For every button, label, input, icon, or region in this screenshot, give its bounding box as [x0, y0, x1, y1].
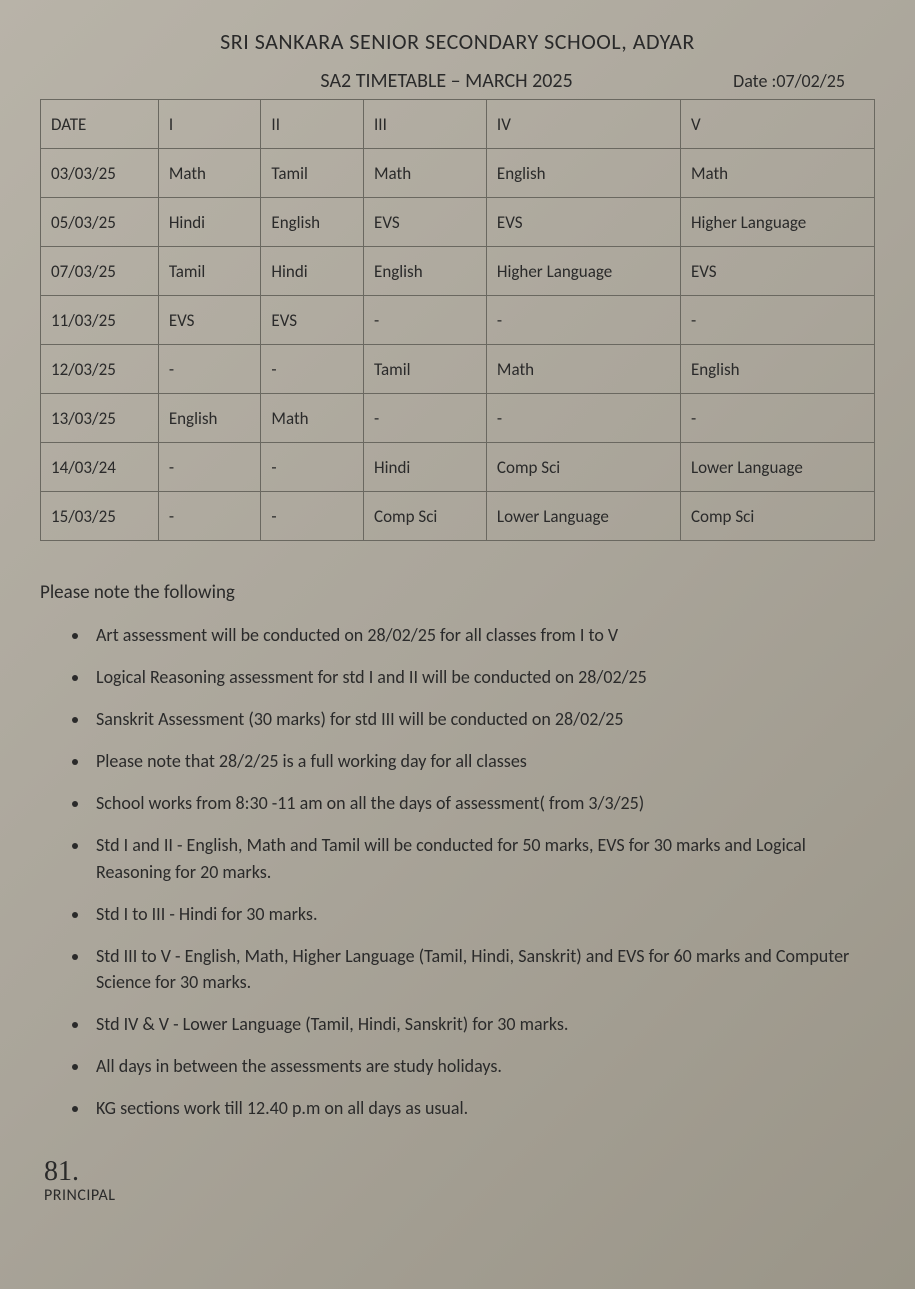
- cell-date: 07/03/25: [41, 247, 159, 296]
- document-page: SRI SANKARA SENIOR SECONDARY SCHOOL, ADY…: [0, 0, 915, 1289]
- cell: Math: [158, 149, 261, 198]
- col-header-iii: III: [364, 100, 487, 149]
- cell: Hindi: [158, 198, 261, 247]
- timetable: DATE I II III IV V 03/03/25 Math Tamil M…: [40, 99, 875, 541]
- cell: -: [680, 296, 874, 345]
- note-item: Please note that 28/2/25 is a full worki…: [90, 748, 875, 774]
- table-row: 12/03/25 - - Tamil Math English: [41, 345, 875, 394]
- cell: Math: [680, 149, 874, 198]
- cell: English: [158, 394, 261, 443]
- note-item: Logical Reasoning assessment for std I a…: [90, 664, 875, 690]
- cell: English: [364, 247, 487, 296]
- table-row: 05/03/25 Hindi English EVS EVS Higher La…: [41, 198, 875, 247]
- note-item: Std III to V - English, Math, Higher Lan…: [90, 943, 875, 995]
- cell: -: [158, 492, 261, 541]
- school-title: SRI SANKARA SENIOR SECONDARY SCHOOL, ADY…: [40, 28, 875, 55]
- cell: Tamil: [364, 345, 487, 394]
- col-header-v: V: [680, 100, 874, 149]
- table-row: 14/03/24 - - Hindi Comp Sci Lower Langua…: [41, 443, 875, 492]
- table-row: 03/03/25 Math Tamil Math English Math: [41, 149, 875, 198]
- cell: Math: [261, 394, 364, 443]
- principal-label: PRINCIPAL: [44, 1186, 875, 1205]
- notes-list: Art assessment will be conducted on 28/0…: [40, 622, 875, 1121]
- cell: Math: [364, 149, 487, 198]
- cell: EVS: [486, 198, 680, 247]
- cell: -: [261, 443, 364, 492]
- cell: -: [261, 345, 364, 394]
- cell: Tamil: [158, 247, 261, 296]
- cell: -: [158, 345, 261, 394]
- col-header-i: I: [158, 100, 261, 149]
- table-row: 15/03/25 - - Comp Sci Lower Language Com…: [41, 492, 875, 541]
- note-item: Std I to III - Hindi for 30 marks.: [90, 901, 875, 927]
- cell: -: [680, 394, 874, 443]
- cell: Higher Language: [486, 247, 680, 296]
- cell-date: 12/03/25: [41, 345, 159, 394]
- cell: EVS: [364, 198, 487, 247]
- cell: Math: [486, 345, 680, 394]
- cell: -: [486, 394, 680, 443]
- note-item: Art assessment will be conducted on 28/0…: [90, 622, 875, 648]
- cell: Lower Language: [680, 443, 874, 492]
- sub-header: SA2 TIMETABLE – MARCH 2025 Date :07/02/2…: [40, 69, 875, 93]
- cell: EVS: [158, 296, 261, 345]
- cell: -: [364, 296, 487, 345]
- signature-block: 81. PRINCIPAL: [44, 1161, 875, 1204]
- cell-date: 05/03/25: [41, 198, 159, 247]
- cell: English: [486, 149, 680, 198]
- table-header-row: DATE I II III IV V: [41, 100, 875, 149]
- cell: -: [486, 296, 680, 345]
- cell: Hindi: [364, 443, 487, 492]
- table-row: 11/03/25 EVS EVS - - -: [41, 296, 875, 345]
- notes-heading: Please note the following: [40, 581, 875, 604]
- date-label: Date :07/02/25: [733, 70, 875, 92]
- cell: Tamil: [261, 149, 364, 198]
- cell: Higher Language: [680, 198, 874, 247]
- col-header-date: DATE: [41, 100, 159, 149]
- cell: -: [261, 492, 364, 541]
- cell-date: 11/03/25: [41, 296, 159, 345]
- cell-date: 13/03/25: [41, 394, 159, 443]
- subtitle: SA2 TIMETABLE – MARCH 2025: [160, 69, 733, 93]
- cell: EVS: [261, 296, 364, 345]
- cell: Hindi: [261, 247, 364, 296]
- signature-mark: 81.: [44, 1161, 875, 1183]
- note-item: Sanskrit Assessment (30 marks) for std I…: [90, 706, 875, 732]
- cell: Comp Sci: [486, 443, 680, 492]
- cell: EVS: [680, 247, 874, 296]
- cell: Comp Sci: [364, 492, 487, 541]
- cell-date: 14/03/24: [41, 443, 159, 492]
- note-item: Std I and II - English, Math and Tamil w…: [90, 832, 875, 884]
- cell: -: [158, 443, 261, 492]
- table-body: 03/03/25 Math Tamil Math English Math 05…: [41, 149, 875, 541]
- note-item: School works from 8:30 -11 am on all the…: [90, 790, 875, 816]
- note-item: KG sections work till 12.40 p.m on all d…: [90, 1095, 875, 1121]
- cell-date: 03/03/25: [41, 149, 159, 198]
- cell: -: [364, 394, 487, 443]
- col-header-iv: IV: [486, 100, 680, 149]
- col-header-ii: II: [261, 100, 364, 149]
- cell: Comp Sci: [680, 492, 874, 541]
- table-row: 07/03/25 Tamil Hindi English Higher Lang…: [41, 247, 875, 296]
- cell: English: [680, 345, 874, 394]
- note-item: All days in between the assessments are …: [90, 1053, 875, 1079]
- table-row: 13/03/25 English Math - - -: [41, 394, 875, 443]
- note-item: Std IV & V - Lower Language (Tamil, Hind…: [90, 1011, 875, 1037]
- cell-date: 15/03/25: [41, 492, 159, 541]
- cell: English: [261, 198, 364, 247]
- cell: Lower Language: [486, 492, 680, 541]
